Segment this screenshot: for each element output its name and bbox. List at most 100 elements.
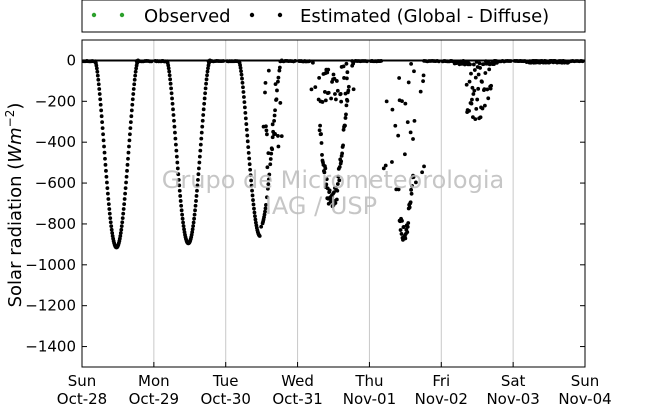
estimated-point-396	[330, 195, 334, 200]
estimated-point-304	[266, 177, 271, 182]
estimated-point-589	[471, 92, 476, 96]
estimated-point-293	[263, 206, 268, 211]
estimated-point-35	[100, 126, 105, 131]
x-tick-day-1: Mon	[138, 372, 170, 390]
estimated-point-410	[334, 97, 338, 102]
estimated-point-325	[276, 134, 280, 138]
estimated-point-258	[245, 139, 250, 144]
estimated-point-303	[266, 151, 271, 156]
estimated-point-253	[243, 110, 248, 115]
estimated-point-264	[248, 173, 253, 178]
estimated-point-90	[127, 144, 131, 149]
estimated-point-204	[200, 118, 205, 123]
estimated-point-600	[476, 72, 481, 77]
estimated-point-595	[474, 106, 479, 111]
estimated-point-50	[107, 211, 112, 216]
estimated-point-378	[324, 182, 329, 187]
estimated-point-159	[179, 203, 184, 208]
estimated-point-582	[468, 62, 472, 67]
estimated-point-354	[311, 60, 315, 65]
estimated-point-449	[346, 84, 351, 89]
estimated-point-593	[473, 117, 478, 122]
estimated-point-186	[192, 216, 197, 221]
estimated-point-215	[206, 66, 210, 71]
estimated-point-374	[323, 166, 328, 171]
estimated-point-426	[339, 99, 344, 104]
estimated-point-80	[122, 202, 127, 206]
estimated-point-214	[205, 69, 210, 74]
estimated-point-147	[173, 136, 178, 141]
estimated-point-37	[101, 138, 106, 143]
estimated-point-514	[409, 187, 414, 192]
estimated-point-211	[204, 81, 208, 86]
estimated-point-203	[200, 124, 205, 129]
estimated-point-320	[273, 82, 278, 86]
estimated-point-522	[412, 69, 416, 74]
estimated-point-323	[275, 88, 279, 93]
estimated-point-613	[482, 103, 487, 108]
estimated-point-25	[95, 73, 100, 78]
estimated-point-451	[351, 61, 356, 66]
estimated-point-486	[398, 228, 403, 232]
estimated-point-102	[132, 77, 137, 82]
y-axis-label-text: Solar radiation (	[5, 163, 26, 308]
estimated-point-155	[177, 183, 182, 188]
estimated-point-300	[265, 165, 270, 170]
watermark-line-2: IAG / USP	[265, 192, 377, 220]
estimated-point-607	[480, 79, 484, 84]
estimated-point-199	[198, 148, 203, 153]
y-axis-label-close: )	[5, 103, 26, 110]
estimated-point-38	[102, 144, 106, 149]
estimated-point-586	[470, 97, 474, 102]
estimated-point-313	[270, 122, 275, 127]
estimated-point-602	[477, 61, 482, 66]
estimated-point-312	[270, 135, 275, 140]
estimated-point-47	[106, 197, 111, 201]
estimated-point-26	[96, 77, 101, 82]
estimated-point-46	[105, 191, 110, 196]
estimated-point-392	[328, 199, 333, 204]
estimated-point-622	[487, 67, 492, 72]
estimated-point-74	[119, 227, 124, 232]
estimated-point-413	[334, 79, 339, 83]
estimated-point-284	[259, 224, 264, 229]
estimated-point-311	[270, 147, 275, 152]
x-axis: SunOct-28MonOct-29TueOct-30WedOct-31ThuN…	[57, 362, 612, 408]
estimated-point-299	[265, 132, 269, 137]
estimated-point-505	[405, 120, 410, 125]
estimated-point-332	[279, 134, 284, 139]
y-axis-label-exponent: −2	[3, 110, 17, 128]
estimated-point-290	[262, 212, 267, 217]
estimated-point-208	[202, 96, 207, 101]
estimated-point-32	[99, 108, 104, 113]
estimated-point-597	[475, 97, 480, 102]
estimated-point-362	[319, 132, 323, 136]
estimated-point-386	[326, 67, 331, 72]
estimated-point-189	[193, 203, 198, 208]
estimated-point-435	[342, 76, 346, 80]
estimated-point-95	[129, 114, 134, 119]
estimated-point-89	[126, 150, 131, 155]
estimated-point-513	[408, 130, 413, 135]
estimated-point-306	[267, 172, 272, 177]
estimated-point-79	[121, 207, 126, 211]
estimated-point-22	[94, 63, 99, 68]
estimated-point-44	[105, 180, 109, 185]
estimated-point-83	[123, 186, 128, 191]
estimated-point-432	[341, 127, 346, 132]
estimated-point-52	[108, 220, 113, 225]
x-tick-date-7: Nov-04	[558, 390, 611, 408]
estimated-point-308	[268, 157, 273, 161]
estimated-point-200	[198, 142, 203, 147]
estimated-point-193	[195, 183, 200, 188]
estimated-point-213	[205, 73, 209, 78]
estimated-point-99	[131, 92, 136, 96]
estimated-point-506	[406, 221, 411, 225]
estimated-point-84	[124, 180, 128, 185]
estimated-point-474	[383, 163, 388, 168]
estimated-point-296	[264, 124, 268, 129]
estimated-point-165	[182, 227, 186, 232]
estimated-point-528	[421, 73, 426, 78]
estimated-point-515	[409, 61, 414, 66]
